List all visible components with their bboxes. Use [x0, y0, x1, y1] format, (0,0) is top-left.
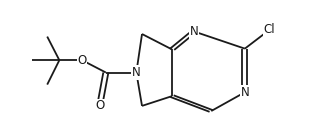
- Text: N: N: [241, 86, 249, 99]
- Text: O: O: [78, 54, 87, 67]
- Text: N: N: [189, 25, 198, 38]
- Text: O: O: [95, 99, 104, 112]
- Text: Cl: Cl: [263, 23, 275, 36]
- Text: N: N: [132, 66, 141, 79]
